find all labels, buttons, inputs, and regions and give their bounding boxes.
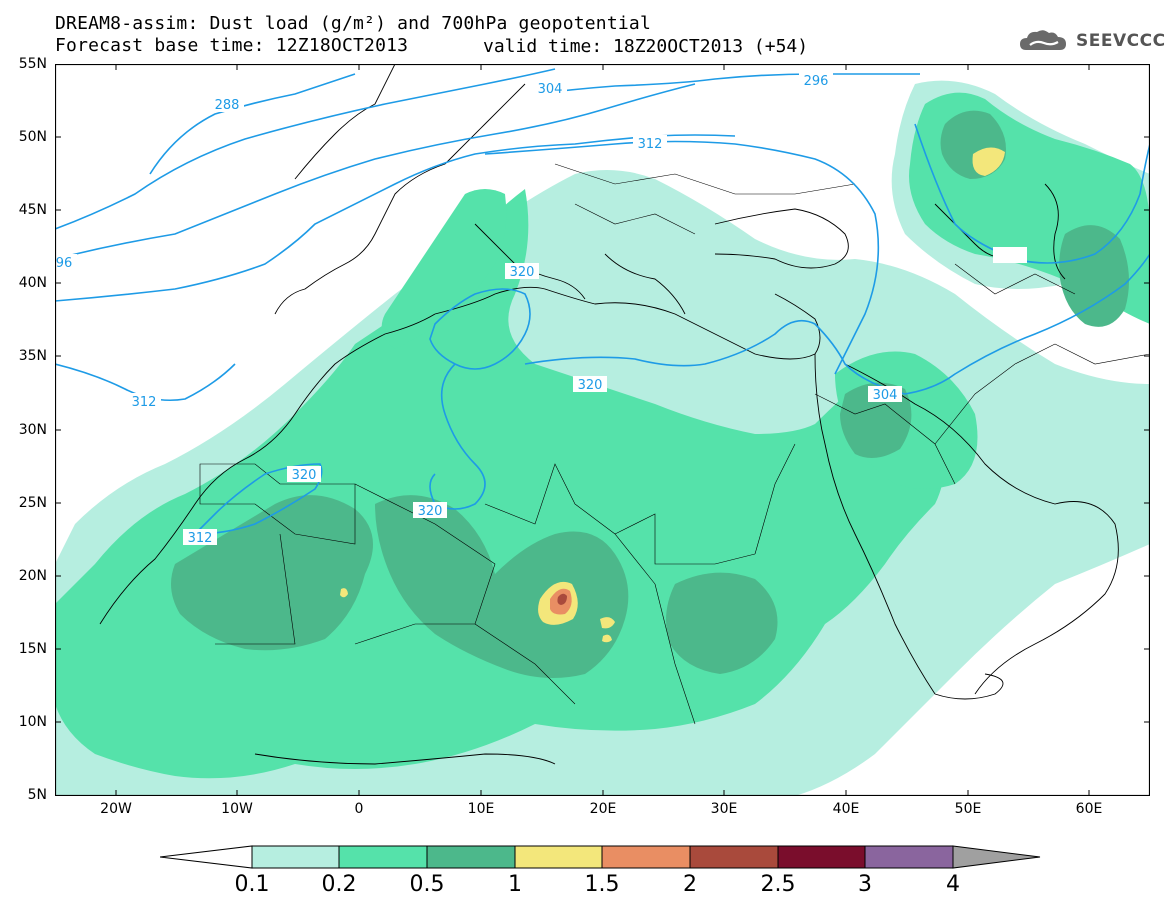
lon-label: 20W xyxy=(100,801,132,817)
coastlines xyxy=(99,64,1119,765)
map-title: DREAM8-assim: Dust load (g/m²) and 700hP… xyxy=(55,13,651,34)
colorbar-label: 0.5 xyxy=(409,872,445,897)
contour-label: 320 xyxy=(292,468,317,483)
colorbar xyxy=(160,845,1041,869)
lat-label: 20N xyxy=(18,568,47,584)
contour-label: 312 xyxy=(188,531,213,546)
lon-label: 60E xyxy=(1075,801,1103,817)
forecast-base-time: Forecast base time: 12Z18OCT2013 xyxy=(55,35,409,56)
country-borders xyxy=(199,163,1150,725)
contour-label: 320 xyxy=(578,378,603,393)
contour-label: 320 xyxy=(418,504,443,519)
lon-label: 50E xyxy=(954,801,982,817)
lat-label: 55N xyxy=(18,56,47,72)
lat-label: 40N xyxy=(18,275,47,291)
colorbar-label: 0.2 xyxy=(321,872,357,897)
contour-label: 304 xyxy=(538,82,563,97)
contour-label: 304 xyxy=(873,388,898,403)
lon-label: 10E xyxy=(467,801,495,817)
seevccc-logo: SEEVCCC xyxy=(1018,28,1165,54)
cloud-icon xyxy=(1020,30,1066,50)
colorbar-over xyxy=(952,845,1041,869)
lat-label: 45N xyxy=(18,202,47,218)
contour-label: 96 xyxy=(56,256,73,271)
lat-label: 5N xyxy=(27,787,47,803)
lon-label: 40E xyxy=(832,801,860,817)
axis-ticks xyxy=(55,64,1150,796)
valid-time: valid time: 18Z20OCT2013 (+54) xyxy=(483,36,809,57)
colorbar-swatch xyxy=(338,845,428,869)
contour-label: 320 xyxy=(510,265,535,280)
lon-label: 20E xyxy=(589,801,617,817)
contour-label: 312 xyxy=(132,395,157,410)
lon-label: 10W xyxy=(221,801,253,817)
dust-map: 288 304 296 312 96 320 320 312 320 320 3… xyxy=(55,64,1150,796)
dust-layer-high xyxy=(340,147,1005,643)
colorbar-label: 2 xyxy=(683,872,697,897)
contour-labels: 288 304 296 312 96 320 320 312 320 320 3… xyxy=(55,72,1027,546)
colorbar-label: 3 xyxy=(858,872,872,897)
colorbar-swatch xyxy=(777,845,866,869)
contour-label: 296 xyxy=(804,74,829,89)
colorbar-label: 1 xyxy=(508,872,522,897)
colorbar-label: 2.5 xyxy=(760,872,796,897)
lat-label: 25N xyxy=(18,495,47,511)
lat-label: 30N xyxy=(18,422,47,438)
lon-label: 0 xyxy=(354,801,364,817)
lat-label: 35N xyxy=(18,348,47,364)
lat-label: 50N xyxy=(18,129,47,145)
lat-label: 15N xyxy=(18,641,47,657)
contour-label: 288 xyxy=(215,98,240,113)
colorbar-label: 1.5 xyxy=(584,872,620,897)
lon-label: 30E xyxy=(710,801,738,817)
colorbar-swatch xyxy=(689,845,779,869)
colorbar-swatch xyxy=(864,845,954,869)
dust-layer-dark xyxy=(171,110,1129,678)
lat-label: 10N xyxy=(18,714,47,730)
colorbar-swatch xyxy=(251,845,340,869)
contour-label: 312 xyxy=(638,137,663,152)
colorbar-under xyxy=(160,845,253,869)
colorbar-swatch xyxy=(426,845,516,869)
logo-text: SEEVCCC xyxy=(1076,31,1165,51)
colorbar-label: 0.1 xyxy=(234,872,270,897)
colorbar-swatch xyxy=(601,845,691,869)
colorbar-swatch xyxy=(514,845,603,869)
colorbar-label: 4 xyxy=(946,872,960,897)
